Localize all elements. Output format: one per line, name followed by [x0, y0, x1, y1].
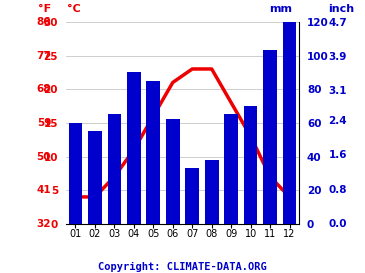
Text: inch: inch: [328, 4, 355, 14]
Text: 59: 59: [37, 118, 51, 128]
Bar: [166, 120, 180, 224]
Bar: [69, 123, 82, 224]
Text: 1.6: 1.6: [328, 150, 347, 161]
Text: 2.4: 2.4: [328, 116, 347, 126]
Bar: [88, 131, 102, 224]
Bar: [283, 22, 296, 224]
Bar: [205, 160, 219, 224]
Bar: [263, 51, 277, 224]
Text: 32: 32: [36, 219, 51, 229]
Bar: [224, 114, 238, 224]
Text: Copyright: CLIMATE-DATA.ORG: Copyright: CLIMATE-DATA.ORG: [98, 262, 267, 272]
Text: 86: 86: [36, 17, 51, 27]
Bar: [127, 72, 141, 224]
Text: 3.1: 3.1: [328, 86, 347, 96]
Text: mm: mm: [269, 4, 292, 14]
Text: 68: 68: [36, 84, 51, 94]
Text: 0.0: 0.0: [328, 219, 347, 229]
Text: °C: °C: [66, 4, 80, 14]
Bar: [244, 106, 257, 224]
Bar: [108, 114, 121, 224]
Text: 77: 77: [36, 51, 51, 61]
Bar: [185, 168, 199, 224]
Text: 41: 41: [36, 185, 51, 195]
Text: °F: °F: [38, 4, 51, 14]
Text: 0.8: 0.8: [328, 185, 347, 195]
Text: 4.7: 4.7: [328, 18, 347, 28]
Text: 3.9: 3.9: [328, 52, 347, 62]
Bar: [146, 81, 160, 224]
Text: 50: 50: [36, 152, 51, 162]
